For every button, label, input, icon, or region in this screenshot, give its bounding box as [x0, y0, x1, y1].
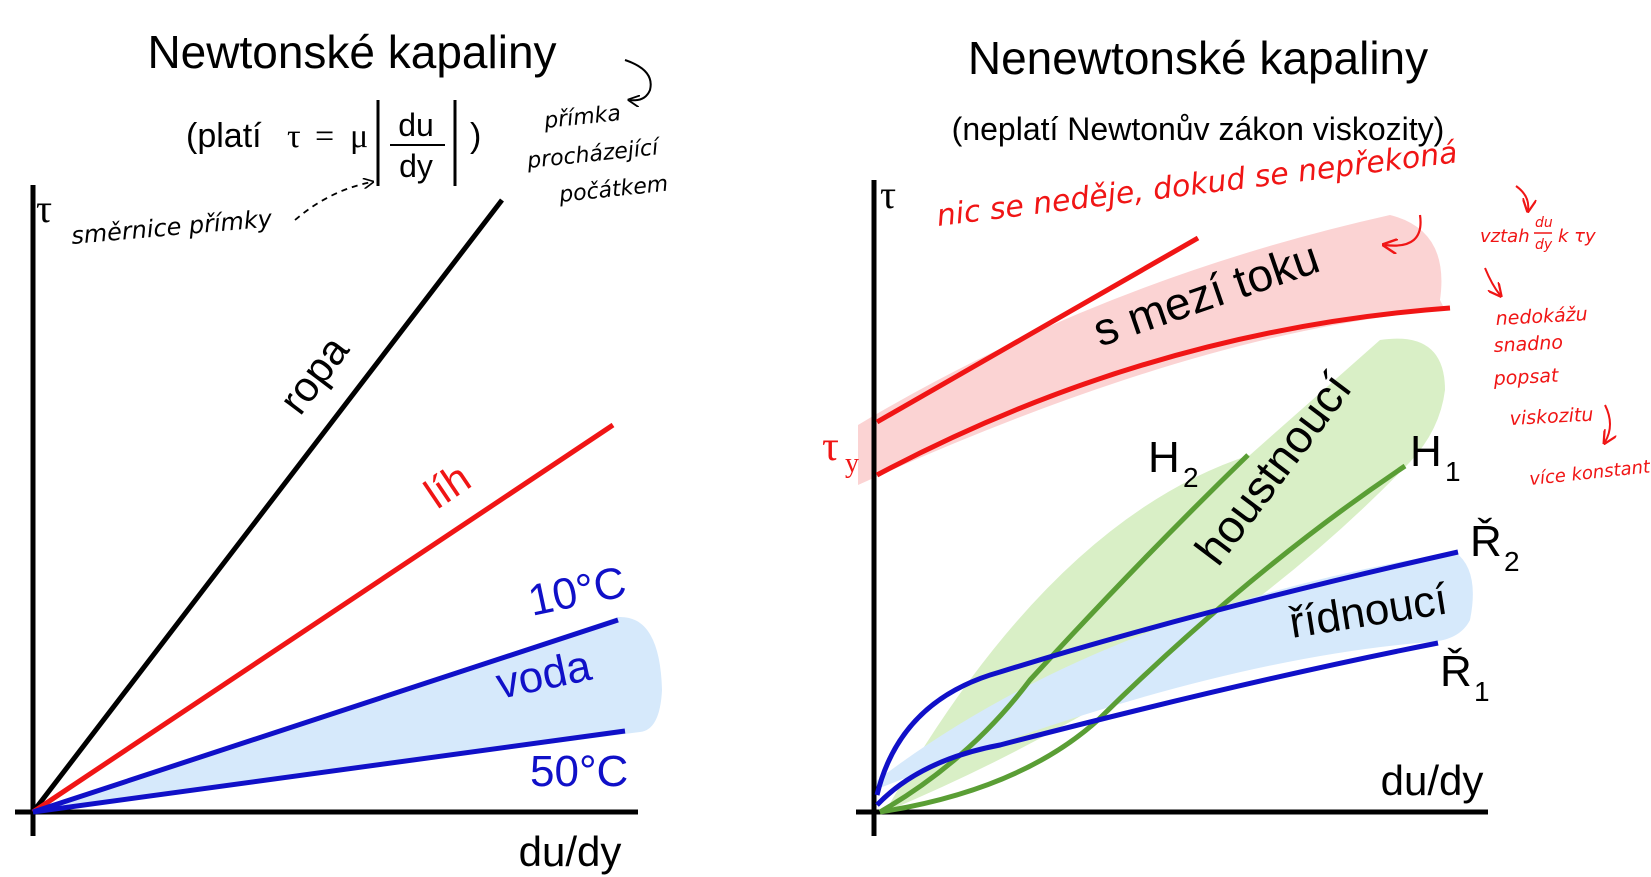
houstnouci-h1-line [879, 463, 1407, 815]
newton-formula: (platí τ = μ du dy ) [186, 100, 481, 186]
mez-toku-upper-line [875, 235, 1200, 425]
r2-curve-label: Ř 2 [1470, 517, 1520, 577]
note-nedokazu-1: nedokážu [1495, 303, 1588, 330]
note-smernice: směrnice přímky [70, 204, 274, 250]
left-panel: Newtonské kapaliny (platí τ = μ du dy ) … [15, 26, 669, 875]
water-10c-line [32, 617, 619, 815]
note-vztah-arrow [1515, 185, 1528, 210]
r1-curve-label: Ř 1 [1440, 647, 1490, 707]
right-subtitle: (neplatí Newtonův zákon viskozity) [952, 111, 1445, 147]
r1-sub: 1 [1474, 676, 1490, 707]
left-title: Newtonské kapaliny [147, 26, 556, 78]
lih-label: líh [416, 454, 479, 518]
note-primka-line3: počátkem [557, 172, 669, 208]
note-nedokazu-2: snadno [1493, 331, 1563, 357]
h2-curve-label: H 2 [1148, 433, 1199, 493]
note-nedokazu-4: viskozitu [1509, 404, 1594, 430]
ropa-line [31, 198, 504, 814]
t50-label: 50°C [530, 747, 628, 796]
formula-tau: τ [287, 118, 301, 155]
note-vztah-word: vztah [1480, 226, 1530, 247]
note-primka: přímka procházející počátkem [525, 101, 669, 208]
ridnouci-r2-line [874, 549, 1459, 796]
note-nedokazu-3: popsat [1492, 365, 1560, 390]
tau-y-sub: y [845, 448, 859, 479]
r2-main: Ř [1470, 517, 1502, 566]
right-title: Nenewtonské kapaliny [968, 32, 1428, 84]
left-x-axis-label: du/dy [519, 828, 622, 875]
t10-label: 10°C [524, 557, 630, 625]
h2-sub: 2 [1183, 462, 1199, 493]
h1-curve-label: H 1 [1410, 427, 1461, 487]
formula-prefix: (platí [186, 117, 262, 155]
right-panel: Nenewtonské kapaliny (neplatí Newtonův z… [822, 32, 1651, 836]
right-x-axis-label: du/dy [1381, 757, 1484, 804]
h1-main: H [1410, 427, 1442, 476]
note-vztah-dy: dy [1535, 237, 1553, 253]
houstnouci-h2-line [878, 453, 1250, 815]
left-y-axis-label: τ [36, 186, 52, 231]
water-50c-line [32, 728, 626, 815]
tau-y-main: τ [822, 424, 839, 470]
note-nedokazu: nedokážu snadno popsat viskozitu [1492, 303, 1594, 430]
r1-main: Ř [1440, 647, 1472, 696]
note-primka-line2: procházející [525, 135, 662, 174]
formula-suffix: ) [470, 117, 481, 155]
note-top-arrow [1385, 214, 1422, 246]
note-vztah: vztah du dy k τy [1480, 215, 1596, 253]
note-vztah-du: du [1535, 215, 1553, 231]
note-vztah-rest: k τy [1558, 226, 1596, 247]
note-nedokazu-arrow [1484, 267, 1500, 295]
formula-numerator: du [398, 107, 434, 143]
lih-line [31, 422, 615, 815]
primka-arrow [624, 59, 652, 100]
ridnouci-region [875, 552, 1473, 790]
mez-toku-lower-line [875, 305, 1451, 478]
formula-mu: μ [350, 118, 368, 155]
formula-denominator: dy [399, 148, 433, 184]
h2-main: H [1148, 433, 1180, 482]
formula-equals: = [315, 118, 334, 155]
r2-sub: 2 [1504, 546, 1520, 577]
tau-y-label: τ y [822, 424, 859, 479]
right-y-axis-label: τ [880, 172, 896, 217]
note-vice-arrow [1605, 404, 1610, 442]
h1-sub: 1 [1445, 456, 1461, 487]
smernice-arrow [294, 182, 372, 221]
ridnouci-r1-line [875, 640, 1439, 807]
note-primka-line1: přímka [542, 101, 622, 134]
note-vice-konstant: více konstant [1528, 456, 1651, 490]
mez-toku-region [858, 215, 1445, 485]
